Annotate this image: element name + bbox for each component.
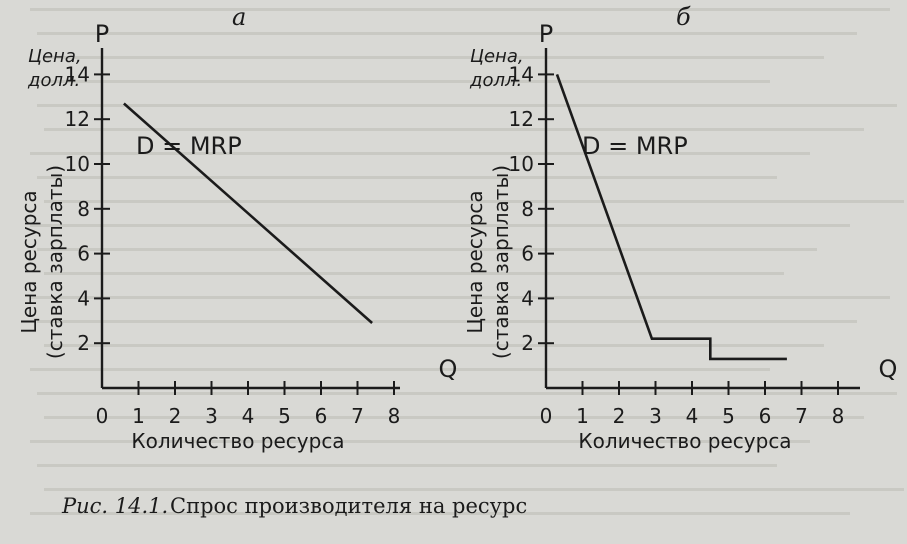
background-texture-line (37, 464, 777, 467)
x-tick-label: 0 (96, 404, 109, 428)
x-tick-label: 5 (722, 404, 735, 428)
demand-curve (123, 102, 373, 324)
y-tick-label: 4 (521, 286, 534, 310)
x-tick-label: 8 (388, 404, 401, 428)
background-texture-line (44, 128, 864, 131)
panel-letter: а (232, 3, 246, 31)
background-texture-line (37, 248, 817, 251)
x-tick-label: 6 (315, 404, 328, 428)
y-tick-label: 4 (77, 286, 90, 310)
panel-letter: б (676, 3, 691, 31)
caption-text: Спрос производителя на ресурс (170, 494, 527, 518)
y-tick-label: 8 (77, 197, 90, 221)
y-tick-label: 2 (77, 331, 90, 355)
background-texture-line (44, 416, 864, 419)
x-tick-label: 3 (205, 404, 218, 428)
x-tick-label: 7 (795, 404, 808, 428)
y-tick-label: 12 (65, 107, 90, 131)
y-caption-line: долл. (27, 70, 80, 91)
x-tick-label: 4 (686, 404, 699, 428)
x-tick-label: 1 (576, 404, 589, 428)
x-axis-title: Количество ресурса (578, 429, 791, 453)
background-texture-line (30, 152, 810, 155)
x-tick-label: 2 (169, 404, 182, 428)
x-tick-label: 0 (540, 404, 553, 428)
y-tick-label: 14 (65, 62, 90, 86)
y-axis-letter: P (539, 20, 553, 48)
y-axis-title-line: (ставка зарплаты) (489, 165, 513, 359)
x-tick-label: 1 (132, 404, 145, 428)
y-tick-label: 12 (509, 107, 534, 131)
background-texture-line (30, 224, 850, 227)
page-background (30, 8, 904, 515)
x-tick-label: 4 (242, 404, 255, 428)
figure-caption: Рис. 14.1. Спрос производителя на ресурс (61, 494, 527, 518)
x-axis-letter: Q (439, 355, 458, 383)
y-tick-label: 8 (521, 197, 534, 221)
background-texture-line (30, 368, 770, 371)
y-axis-title-line: (ставка зарплаты) (43, 165, 67, 359)
y-tick-label: 10 (65, 152, 90, 176)
background-texture-line (30, 8, 890, 11)
x-axis-title: Количество ресурса (131, 429, 344, 453)
background-texture-line (30, 512, 850, 515)
series-label: D = MRP (136, 132, 242, 160)
x-tick-label: 8 (832, 404, 845, 428)
y-caption-line: Цена, (470, 46, 524, 67)
x-tick-label: 5 (278, 404, 291, 428)
background-texture-line (37, 104, 897, 107)
demand-curve (555, 73, 787, 361)
background-texture-line (44, 344, 824, 347)
y-caption-line: долл. (469, 70, 522, 91)
y-axis-letter: P (95, 20, 109, 48)
y-tick-label: 2 (521, 331, 534, 355)
series-label: D = MRP (582, 132, 688, 160)
background-texture-line (30, 296, 890, 299)
caption-label: Рис. 14.1. (61, 494, 168, 518)
y-axis-title-line: Цена ресурса (17, 190, 41, 333)
background-texture-line (44, 200, 904, 203)
y-caption-line: Цена, (28, 46, 82, 67)
background-texture-line (44, 488, 904, 491)
x-tick-label: 2 (613, 404, 626, 428)
background-texture-line (44, 272, 784, 275)
background-texture-line (37, 176, 777, 179)
y-tick-label: 6 (521, 242, 534, 266)
x-tick-label: 7 (351, 404, 364, 428)
y-tick-label: 10 (509, 152, 534, 176)
y-axis-title-line: Цена ресурса (463, 190, 487, 333)
background-texture-line (30, 440, 810, 443)
background-texture-line (37, 392, 897, 395)
background-texture-line (37, 32, 857, 35)
background-texture-line (37, 320, 857, 323)
background-texture-line (30, 80, 770, 83)
y-tick-label: 6 (77, 242, 90, 266)
x-tick-label: 3 (649, 404, 662, 428)
y-tick-label: 14 (509, 62, 534, 86)
x-axis-letter: Q (879, 355, 898, 383)
x-tick-label: 6 (759, 404, 772, 428)
background-texture-line (44, 56, 824, 59)
